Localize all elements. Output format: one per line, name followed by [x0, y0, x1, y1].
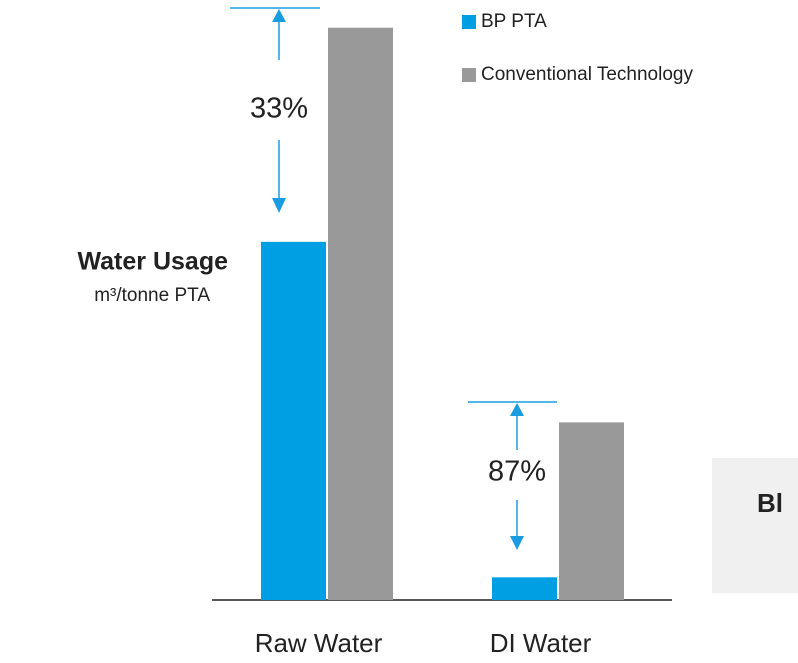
x-tick-label: Raw Water [255, 628, 383, 658]
side-panel-text: Bl [757, 488, 783, 518]
legend-label: BP PTA [481, 11, 547, 32]
bar [492, 577, 557, 600]
y-unit: m³/tonne PTA [94, 285, 210, 306]
y-label: Water Usage [77, 248, 228, 276]
legend-label: Conventional Technology [481, 64, 693, 85]
annotation-arrows [230, 7, 557, 550]
annotation: 87% [488, 456, 546, 488]
annotation: 33% [250, 93, 308, 125]
bar [559, 422, 624, 600]
legend-swatch [462, 68, 476, 82]
legend-swatch [462, 15, 476, 29]
bar [261, 241, 326, 600]
side-panel [712, 458, 798, 593]
x-tick-label: DI Water [490, 628, 592, 658]
bar [328, 27, 393, 600]
